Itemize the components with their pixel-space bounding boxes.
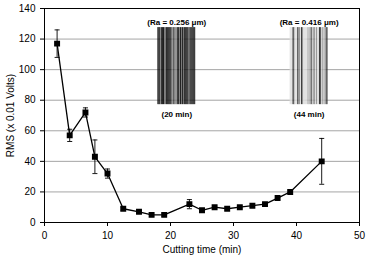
svg-text:10: 10 [102, 230, 114, 241]
svg-text:50: 50 [354, 230, 366, 241]
svg-text:(20 min): (20 min) [161, 110, 192, 119]
svg-text:30: 30 [228, 230, 240, 241]
svg-text:(Ra = 0.256 μm): (Ra = 0.256 μm) [147, 18, 206, 27]
svg-text:RMS (x 0.01 Volts): RMS (x 0.01 Volts) [5, 74, 16, 157]
svg-text:40: 40 [24, 156, 36, 167]
svg-text:0: 0 [30, 217, 36, 228]
svg-text:20: 20 [24, 186, 36, 197]
svg-text:20: 20 [165, 230, 177, 241]
svg-text:(44 min): (44 min) [294, 110, 325, 119]
svg-text:100: 100 [19, 64, 36, 75]
svg-text:80: 80 [24, 94, 36, 105]
svg-text:0: 0 [42, 230, 48, 241]
svg-text:Cutting time (min): Cutting time (min) [163, 244, 242, 255]
svg-text:120: 120 [19, 33, 36, 44]
svg-text:(Ra = 0.416 μm): (Ra = 0.416 μm) [280, 18, 339, 27]
svg-text:60: 60 [24, 125, 36, 136]
svg-text:140: 140 [19, 3, 36, 14]
svg-text:40: 40 [291, 230, 303, 241]
